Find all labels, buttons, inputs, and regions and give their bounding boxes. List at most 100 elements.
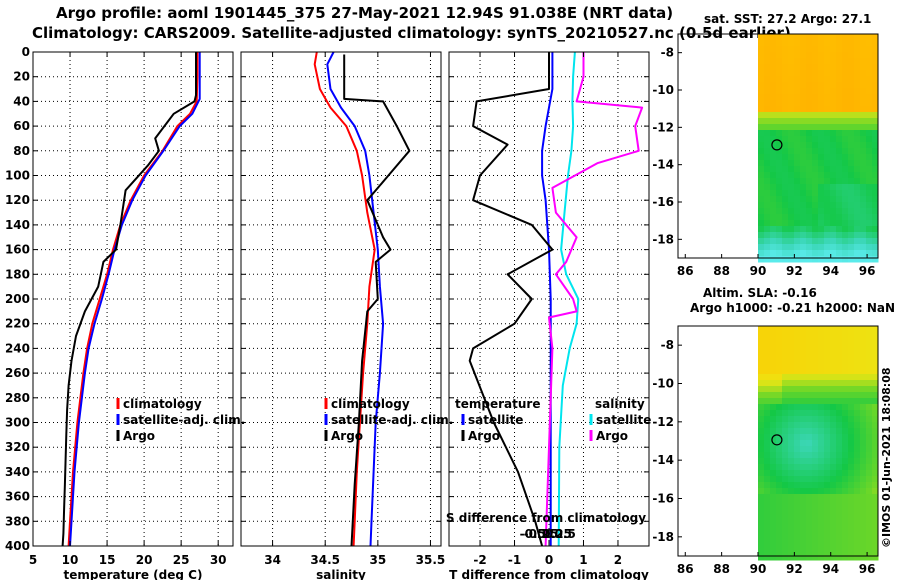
sst_map-field-cell	[800, 256, 807, 263]
sla_map-field-cell	[854, 476, 861, 483]
sst_map-field-cell	[776, 58, 783, 65]
sla_map-field-cell	[818, 392, 825, 399]
sla_map-field-cell	[860, 404, 867, 411]
sla_map-field-cell	[842, 428, 849, 435]
sla_map-field-cell	[794, 428, 801, 435]
sst_map-field-cell	[788, 76, 795, 83]
sst_map-field-cell	[812, 154, 819, 161]
sst_map-field-cell	[836, 88, 843, 95]
temperature-x-tick-label: 25	[173, 553, 190, 567]
sla_map-field-cell	[824, 506, 831, 513]
sla_map-field-cell	[806, 530, 813, 537]
sst_map-field-cell	[758, 130, 765, 137]
sst_map-field-cell	[824, 58, 831, 65]
sst_map-x-tick-label: 94	[822, 264, 839, 278]
sla_map-field-cell	[806, 398, 813, 405]
sla_map-x-tick-label: 86	[677, 562, 694, 576]
sst_map-field-cell	[770, 100, 777, 107]
sst_map-field-cell	[782, 106, 789, 113]
sst_map-field-cell	[764, 76, 771, 83]
sst_map-field-cell	[806, 46, 813, 53]
sst_map-field-cell	[866, 238, 873, 245]
sla_map-field-cell	[860, 554, 867, 561]
sla_map-field-cell	[770, 338, 777, 345]
sla_map-field-cell	[836, 452, 843, 459]
sst_map-field-cell	[770, 226, 777, 233]
sst_map-field-cell	[806, 106, 813, 113]
sst_map-field-cell	[806, 226, 813, 233]
temperature-x-tick-label: 15	[99, 553, 116, 567]
sst_map-field-cell	[800, 40, 807, 47]
sla_map-field-cell	[782, 542, 789, 549]
salinity-series-climatology	[313, 51, 376, 547]
sst_map-field-cell	[800, 34, 807, 41]
sst_map-field-cell	[794, 232, 801, 239]
sla_map-field-cell	[800, 512, 807, 519]
sla_map-field-cell	[854, 362, 861, 369]
sst_map-field-cell	[800, 238, 807, 245]
sla_map-field-cell	[818, 404, 825, 411]
sst_map-field-cell	[770, 112, 777, 119]
sla_map-field-cell	[842, 488, 849, 495]
sst_map-field-cell	[860, 58, 867, 65]
sla_map-field-cell	[758, 338, 765, 345]
sla_map-field-cell	[836, 326, 843, 333]
sst_map-field-cell	[800, 214, 807, 221]
sst_map-field-cell	[806, 166, 813, 173]
sst_map-field-cell	[794, 184, 801, 191]
sst_map-field-cell	[764, 82, 771, 89]
sst_map-field-cell	[830, 52, 837, 59]
sla_map-field-cell	[758, 374, 765, 381]
sla_map-field-cell	[812, 554, 819, 561]
sst_map-field-cell	[842, 154, 849, 161]
sst_map-field-cell	[794, 58, 801, 65]
sst_map-field-cell	[764, 142, 771, 149]
sst_map-field-cell	[812, 160, 819, 167]
sla_map-field-cell	[872, 500, 879, 507]
sla_map-field-cell	[764, 434, 771, 441]
sst_map-field-cell	[794, 196, 801, 203]
sst_map-field-cell	[842, 34, 849, 41]
sla_map-field-cell	[872, 434, 879, 441]
sla_map-field-cell	[860, 392, 867, 399]
sst_map-field-cell	[830, 148, 837, 155]
sla_map-field-cell	[764, 452, 771, 459]
sla_map-field-cell	[860, 422, 867, 429]
sla_map-field-cell	[788, 368, 795, 375]
sst_map-field-cell	[818, 70, 825, 77]
sst_map-field-cell	[860, 238, 867, 245]
sst_map-field-cell	[800, 244, 807, 251]
sla_map-field-cell	[866, 482, 873, 489]
sst_map-field-cell	[788, 178, 795, 185]
sst_map-field-cell	[782, 148, 789, 155]
salinity-series-argo	[343, 54, 411, 547]
sla_map-field-cell	[830, 488, 837, 495]
sla_map-field-cell	[836, 512, 843, 519]
depth-tick-label: 160	[5, 243, 30, 257]
sst_map-field-cell	[764, 52, 771, 59]
sla_map-field-cell	[770, 380, 777, 387]
sst_map-field-cell	[794, 106, 801, 113]
sla_map-field-cell	[794, 542, 801, 549]
sst_map-field-cell	[836, 40, 843, 47]
sst_map-field-cell	[818, 202, 825, 209]
sla_map-field-cell	[848, 398, 855, 405]
sst_map-field-cell	[824, 82, 831, 89]
sst_map-field-cell	[836, 214, 843, 221]
sst_map-field-cell	[794, 202, 801, 209]
sla_map-field-cell	[842, 362, 849, 369]
sla_map-field-cell	[788, 404, 795, 411]
sla_map-field-cell	[806, 500, 813, 507]
sla_map-y-tick-label: -10	[652, 377, 674, 391]
sla_map-field-cell	[854, 548, 861, 555]
sst_map-field-cell	[758, 154, 765, 161]
sla_map-field-cell	[866, 416, 873, 423]
sla_map-field-cell	[770, 518, 777, 525]
sla_map-field-cell	[812, 494, 819, 501]
sst_map-field-cell	[806, 232, 813, 239]
sla_map-field-cell	[866, 464, 873, 471]
sst_map-field-cell	[806, 148, 813, 155]
sst_map-field-cell	[818, 46, 825, 53]
sst_map-field-cell	[842, 100, 849, 107]
sla_map-field-cell	[842, 464, 849, 471]
